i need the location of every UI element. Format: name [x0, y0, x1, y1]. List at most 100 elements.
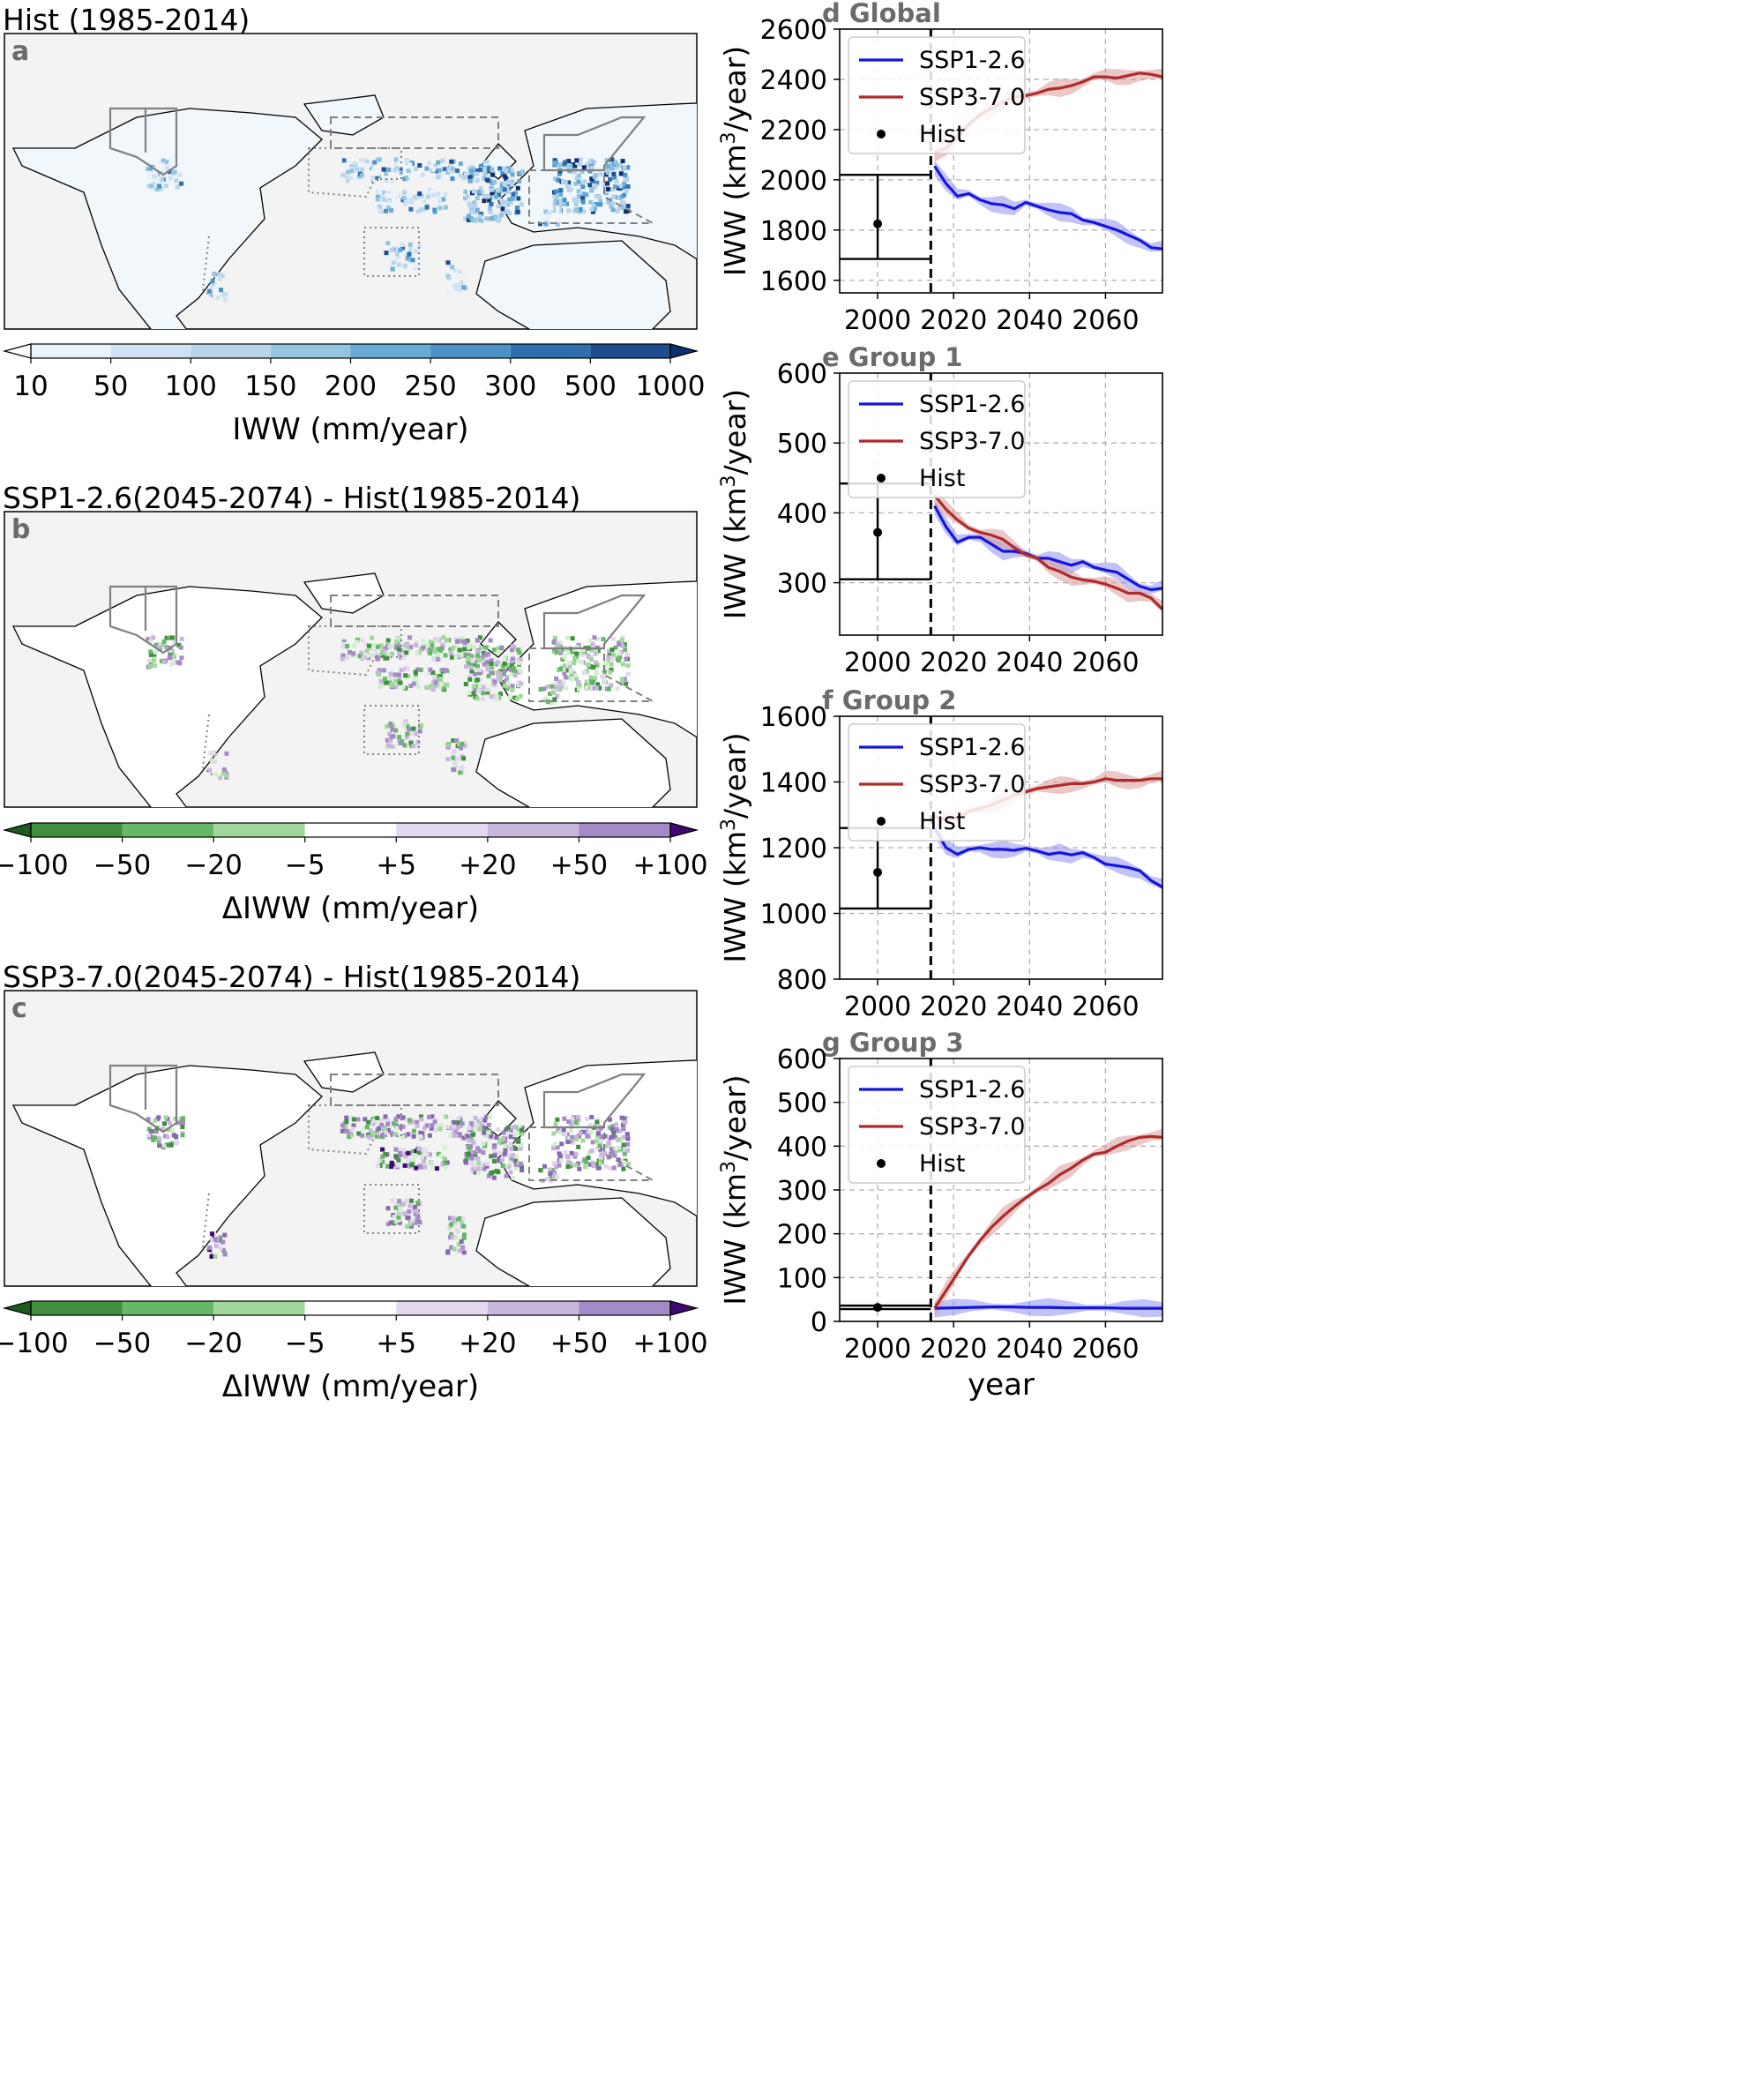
colorbar-segment	[31, 1301, 123, 1315]
uncertainty-band-ssp370	[934, 490, 1162, 612]
colorbar-tick-label: 500	[564, 370, 617, 402]
colorbar-tick-label: +20	[459, 1328, 516, 1359]
x-tick-label: 2060	[1072, 1334, 1139, 1365]
y-tick-label: 2200	[760, 116, 827, 146]
colorbar-segment	[122, 823, 214, 837]
x-tick-label: 2040	[996, 647, 1063, 678]
map-title: SSP1-2.6(2045-2074) - Hist(1985-2014)	[3, 481, 580, 515]
colorbar-tick-label: +5	[376, 849, 416, 881]
maps-layer: Hist (1985-2014)a10 50 100 150 200 250 300 500 1…	[0, 3, 708, 1404]
legend-label-ssp126: SSP1-2.6	[919, 1076, 1025, 1104]
legend-swatch-hist	[877, 474, 886, 483]
group3-box-samerica	[201, 1193, 215, 1256]
colorbar-frame	[30, 822, 671, 838]
colorbar-segment	[487, 823, 579, 837]
x-tick-label: 2040	[996, 1334, 1063, 1365]
y-tick-label: 1000	[760, 900, 827, 931]
colorbar-tick-label: 200	[325, 370, 377, 402]
x-tick-label: 2060	[1072, 305, 1139, 336]
line-chart-f: f Group 2 800 1000 1200 1400 1600 2000 2020 2040…	[718, 685, 1163, 1022]
legend-label-hist: Hist	[919, 465, 965, 492]
group2-box-seasia	[528, 647, 654, 702]
group2-box-mideast	[330, 1074, 499, 1106]
panel-label: c	[11, 993, 27, 1024]
colorbar-tick-label: +100	[632, 1328, 707, 1359]
colorbar-segment	[350, 344, 431, 358]
colorbar-extend-high	[669, 343, 699, 359]
map-title: SSP3-7.0(2045-2074) - Hist(1985-2014)	[3, 960, 580, 994]
colorbar-segment	[122, 1301, 214, 1315]
group3-box-africa	[308, 147, 402, 198]
colorbar-c: −100 −50 −20 −5 +5 +20 +50 +100 ΔIWW (mm/year)	[0, 1300, 708, 1404]
y-tick-label: 1800	[760, 216, 827, 247]
map-panel-b: SSP1-2.6(2045-2074) - Hist(1985-2014)b	[3, 481, 698, 808]
x-tick-label: 2060	[1072, 991, 1139, 1022]
colorbar-tick-label: −20	[184, 849, 242, 881]
y-tick-label: 1400	[760, 768, 827, 799]
group2-box-mideast	[330, 595, 499, 627]
colorbar-segment	[31, 823, 123, 837]
data-cells	[146, 1114, 631, 1259]
legend: SSP1-2.6 SSP3-7.0 Hist	[848, 380, 1026, 498]
group1-box-namerica	[108, 107, 178, 176]
y-tick-label: 800	[777, 965, 827, 996]
hist-point	[873, 1303, 883, 1313]
colorbar-segment	[430, 344, 511, 358]
y-axis-label: IWW (km3/year)	[718, 46, 752, 276]
y-tick-label: 400	[777, 498, 827, 529]
region-boxes	[108, 1064, 654, 1256]
x-tick-label: 2060	[1072, 647, 1139, 678]
legend-label-ssp126: SSP1-2.6	[919, 734, 1025, 761]
group3-box-samerica	[201, 714, 215, 777]
x-tick-label: 2000	[844, 305, 911, 336]
colorbar-tick-label: +20	[459, 849, 516, 881]
legend-frame	[848, 380, 1026, 498]
legend-label-ssp126: SSP1-2.6	[919, 47, 1025, 74]
data-cells	[146, 157, 631, 303]
legend-label-hist: Hist	[919, 808, 965, 835]
colorbar-segment	[304, 823, 397, 837]
map-panel-a: Hist (1985-2014)a	[3, 3, 698, 330]
colorbar-tick-label: −5	[285, 849, 325, 881]
legend-swatch-hist	[877, 817, 886, 826]
colorbar-tick-label: +50	[550, 849, 608, 881]
colorbar-segment	[213, 823, 305, 837]
legend-label-hist: Hist	[919, 121, 965, 148]
colorbar-segment	[487, 1301, 579, 1315]
region-boxes	[108, 585, 654, 777]
x-tick-label: 2020	[920, 305, 987, 336]
series-line-ssp126	[934, 1306, 1162, 1310]
colorbar-extend-low	[2, 822, 32, 838]
uncertainty-band-ssp126	[934, 822, 1162, 890]
chart-title: g Group 3	[822, 1028, 964, 1058]
chart-title: f Group 2	[822, 685, 956, 715]
chart-title: e Group 1	[822, 342, 962, 372]
group2-box-mideast	[330, 116, 499, 149]
y-axis-label: IWW (km3/year)	[718, 389, 752, 619]
land-group	[12, 94, 697, 329]
colorbar-extend-high	[669, 822, 699, 838]
colorbar-tick-label: +100	[632, 849, 707, 881]
colorbar-tick-label: +50	[550, 1328, 608, 1359]
colorbar-tick-label: 300	[484, 370, 536, 402]
y-axis-label: IWW (km3/year)	[718, 1074, 752, 1305]
x-tick-label: 2020	[920, 991, 987, 1022]
y-tick-label: 1600	[760, 266, 827, 297]
legend-swatch-hist	[877, 130, 886, 138]
y-tick-label: 500	[777, 429, 827, 460]
colorbar-label: IWW (mm/year)	[232, 412, 468, 447]
legend: SSP1-2.6 SSP3-7.0 Hist	[848, 36, 1026, 154]
y-tick-label: 200	[777, 1220, 827, 1251]
region-boxes	[108, 107, 654, 299]
colorbar-tick-label: −50	[93, 849, 151, 881]
colorbar-segment	[110, 344, 191, 358]
y-tick-label: 0	[811, 1307, 827, 1338]
colorbar-label: ΔIWW (mm/year)	[222, 891, 479, 926]
legend-label-hist: Hist	[919, 1150, 965, 1178]
colorbar-segment	[396, 1301, 488, 1315]
legend-frame	[848, 1066, 1026, 1184]
colorbar-segment	[304, 1301, 397, 1315]
legend-frame	[848, 723, 1026, 842]
